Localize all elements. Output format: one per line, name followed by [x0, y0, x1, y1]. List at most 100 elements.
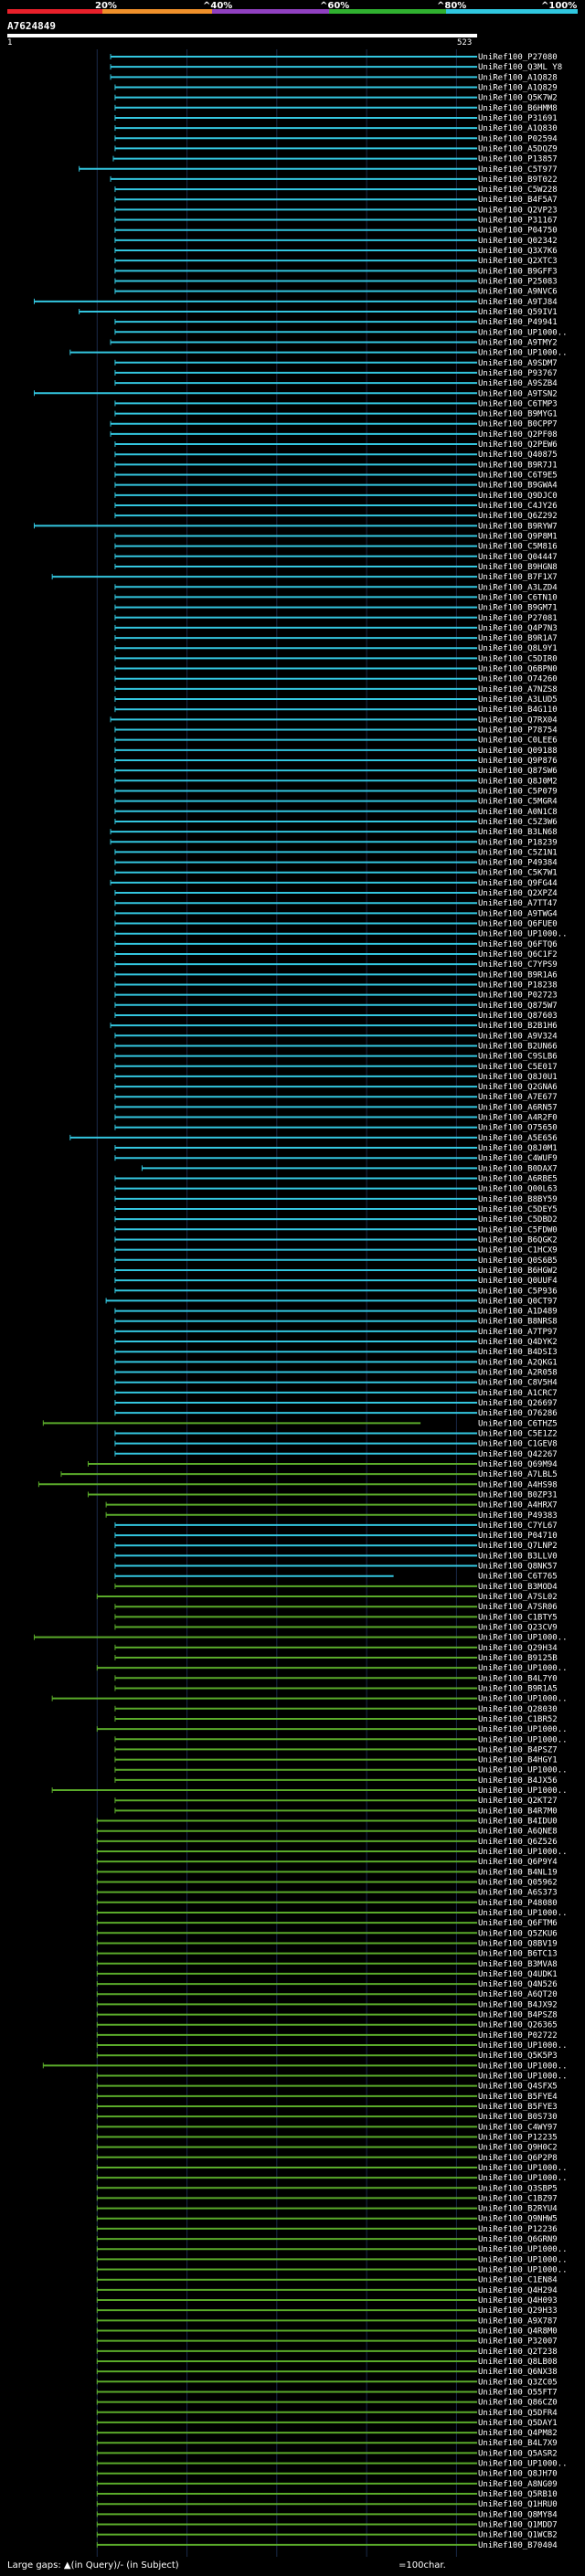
hit-label[interactable]: UniRef100_A6QNE8 [478, 1828, 558, 1837]
hit-label[interactable]: UniRef100_A4HS98 [478, 1480, 558, 1489]
hit-row[interactable]: UniRef100_Q2PF08 [110, 430, 558, 440]
hit-label[interactable]: UniRef100_C4JY26 [478, 502, 558, 511]
hit-label[interactable]: UniRef100_Q1HRU0 [478, 2500, 558, 2509]
hit-row[interactable]: UniRef100_P02594 [114, 134, 558, 143]
hit-row[interactable]: UniRef100_B9GWA4 [114, 482, 558, 491]
hit-row[interactable]: UniRef100_C5DBD2 [114, 1215, 558, 1224]
hit-label[interactable]: UniRef100_A9TJ84 [478, 298, 558, 307]
hit-row[interactable]: UniRef100_B4JX92 [96, 2000, 558, 2009]
hit-row[interactable]: UniRef100_Q42267 [114, 1450, 558, 1459]
hit-row[interactable]: UniRef100_Q29H34 [114, 1644, 558, 1653]
hit-label[interactable]: UniRef100_A2R058 [478, 1369, 558, 1378]
hit-label[interactable]: UniRef100_P31691 [478, 114, 558, 123]
hit-row[interactable]: UniRef100_Q26365 [96, 2021, 558, 2030]
hit-label[interactable]: UniRef100_A9TMY2 [478, 338, 558, 347]
hit-label[interactable]: UniRef100_UP1000.. [478, 1695, 568, 1704]
hit-label[interactable]: UniRef100_B0DAX7 [478, 1164, 558, 1173]
hit-row[interactable]: UniRef100_Q5K7W2 [114, 94, 558, 103]
hit-label[interactable]: UniRef100_A6RBE5 [478, 1175, 558, 1184]
hit-label[interactable]: UniRef100_UP1000.. [478, 1664, 568, 1673]
hit-row[interactable]: UniRef100_B3LN68 [110, 828, 558, 837]
hit-row[interactable]: UniRef100_B0ZP31 [87, 1490, 558, 1500]
hit-row[interactable]: UniRef100_Q8LB08 [96, 2358, 558, 2367]
hit-row[interactable]: UniRef100_P04710 [114, 1532, 558, 1541]
hit-label[interactable]: UniRef100_C5E017 [478, 1063, 558, 1072]
hit-row[interactable]: UniRef100_UP1000.. [96, 2266, 568, 2275]
hit-label[interactable]: UniRef100_C5K7W1 [478, 869, 558, 878]
hit-label[interactable]: UniRef100_A4R2F0 [478, 1114, 558, 1123]
hit-row[interactable]: UniRef100_Q26697 [114, 1399, 558, 1408]
hit-row[interactable]: UniRef100_A9TWG4 [114, 909, 558, 918]
hit-row[interactable]: UniRef100_C5E1Z2 [114, 1429, 558, 1438]
hit-row[interactable]: UniRef100_Q6Z526 [96, 1838, 558, 1847]
hit-row[interactable]: UniRef100_Q4SFX5 [96, 2083, 558, 2092]
hit-label[interactable]: UniRef100_Q5K5P3 [478, 2051, 558, 2061]
hit-label[interactable]: UniRef100_UP1000.. [478, 1735, 568, 1744]
hit-label[interactable]: UniRef100_C5Z3W6 [478, 818, 558, 827]
hit-row[interactable]: UniRef100_B3LLV0 [114, 1552, 558, 1561]
hit-row[interactable]: UniRef100_C1HCX9 [114, 1246, 558, 1256]
hit-label[interactable]: UniRef100_C1BR52 [478, 1715, 558, 1724]
hit-row[interactable]: UniRef100_B9R1A5 [114, 1684, 558, 1693]
hit-label[interactable]: UniRef100_Q5ASR2 [478, 2449, 558, 2458]
hit-label[interactable]: UniRef100_UP1000.. [478, 930, 568, 939]
hit-label[interactable]: UniRef100_UP1000.. [478, 349, 568, 358]
hit-label[interactable]: UniRef100_UP1000.. [478, 2062, 568, 2071]
hit-row[interactable]: UniRef100_C6TMP3 [114, 399, 558, 408]
hit-label[interactable]: UniRef100_UP1000.. [478, 2460, 568, 2469]
hit-label[interactable]: UniRef100_B4IDU0 [478, 1818, 558, 1827]
hit-label[interactable]: UniRef100_C5P079 [478, 787, 558, 796]
hit-label[interactable]: UniRef100_Q05962 [478, 1878, 558, 1887]
hit-label[interactable]: UniRef100_B0S730 [478, 2113, 558, 2122]
hit-label[interactable]: UniRef100_B70404 [478, 2541, 558, 2550]
hit-row[interactable]: UniRef100_B6TC13 [96, 1950, 558, 1959]
hit-label[interactable]: UniRef100_C5DIR0 [478, 654, 558, 663]
hit-row[interactable]: UniRef100_A1CRC7 [114, 1389, 558, 1398]
hit-label[interactable]: UniRef100_Q3ZC05 [478, 2378, 558, 2387]
hit-row[interactable]: UniRef100_Q6C1F2 [114, 950, 558, 959]
hit-label[interactable]: UniRef100_C5Z1N1 [478, 848, 558, 857]
hit-row[interactable]: UniRef100_B0DAX7 [141, 1164, 558, 1173]
hit-row[interactable]: UniRef100_C6TN10 [114, 593, 558, 602]
hit-row[interactable]: UniRef100_UP1000.. [96, 2041, 568, 2051]
hit-row[interactable]: UniRef100_B9R7J1 [114, 461, 558, 470]
hit-row[interactable]: UniRef100_A7NZS8 [114, 685, 558, 694]
hit-row[interactable]: UniRef100_Q9P8M1 [114, 532, 558, 541]
hit-row[interactable]: UniRef100_B2UN66 [114, 1042, 558, 1051]
hit-row[interactable]: UniRef100_Q1MDD7 [96, 2521, 558, 2530]
hit-row[interactable]: UniRef100_O74260 [114, 675, 558, 684]
hit-label[interactable]: UniRef100_A9TSN2 [478, 389, 558, 398]
hit-row[interactable]: UniRef100_Q8J0U1 [114, 1073, 558, 1082]
hit-label[interactable]: UniRef100_B9MYG1 [478, 410, 558, 419]
hit-label[interactable]: UniRef100_A9SZB4 [478, 379, 558, 388]
hit-label[interactable]: UniRef100_Q8JH70 [478, 2470, 558, 2479]
hit-row[interactable]: UniRef100_A4R2F0 [114, 1114, 558, 1123]
hit-row[interactable]: UniRef100_P48080 [96, 1899, 558, 1908]
hit-label[interactable]: UniRef100_Q2PF08 [478, 430, 558, 440]
hit-row[interactable]: UniRef100_A7TT47 [114, 899, 558, 908]
hit-row[interactable]: UniRef100_Q86CZ0 [96, 2399, 558, 2408]
hit-label[interactable]: UniRef100_B4PSZ7 [478, 1745, 558, 1754]
hit-label[interactable]: UniRef100_B9R1A5 [478, 1684, 558, 1693]
hit-label[interactable]: UniRef100_Q8J0M1 [478, 1144, 558, 1153]
hit-label[interactable]: UniRef100_P27081 [478, 614, 558, 623]
hit-row[interactable]: UniRef100_A9X787 [96, 2316, 558, 2326]
hit-label[interactable]: UniRef100_Q09188 [478, 747, 558, 756]
hit-label[interactable]: UniRef100_Q23CV9 [478, 1624, 558, 1633]
hit-label[interactable]: UniRef100_Q87SW6 [478, 767, 558, 776]
hit-label[interactable]: UniRef100_P27080 [478, 53, 558, 62]
hit-row[interactable]: UniRef100_Q9P876 [114, 757, 558, 766]
hit-label[interactable]: UniRef100_Q5DAY1 [478, 2419, 558, 2428]
hit-label[interactable]: UniRef100_P49941 [478, 318, 558, 327]
hit-label[interactable]: UniRef100_Q4N526 [478, 1980, 558, 1989]
hit-label[interactable]: UniRef100_Q4H093 [478, 2296, 558, 2306]
hit-label[interactable]: UniRef100_C7YL67 [478, 1521, 558, 1531]
hit-label[interactable]: UniRef100_C5DBD2 [478, 1215, 558, 1224]
hit-row[interactable]: UniRef100_A9TSN2 [33, 389, 558, 398]
hit-label[interactable]: UniRef100_B7F1X7 [478, 573, 558, 582]
hit-row[interactable]: UniRef100_C5W228 [114, 186, 558, 195]
hit-row[interactable]: UniRef100_B7F1X7 [51, 573, 558, 582]
hit-row[interactable]: UniRef100_UP1000.. [96, 2460, 568, 2469]
hit-label[interactable]: UniRef100_C5W228 [478, 186, 558, 195]
hit-label[interactable]: UniRef100_Q4PM82 [478, 2429, 558, 2438]
